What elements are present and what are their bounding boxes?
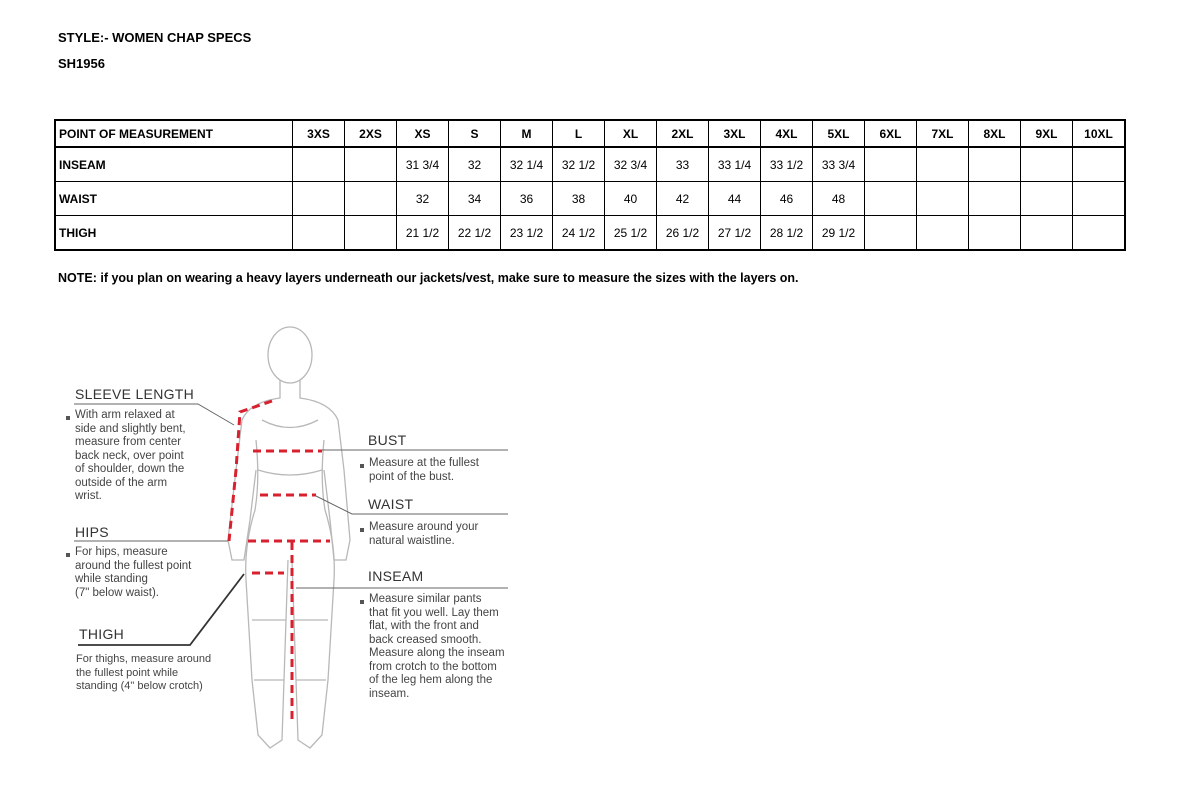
table-cell: 21 1/2: [396, 215, 449, 251]
bust-title: BUST: [368, 432, 407, 448]
table-cell: [968, 181, 1021, 216]
waist-title: WAIST: [368, 496, 414, 512]
table-cell: 27 1/2: [708, 215, 761, 251]
column-header: 8XL: [968, 119, 1021, 148]
style-title: STYLE:- WOMEN CHAP SPECS: [58, 30, 252, 45]
table-cell: 48: [812, 181, 865, 216]
table-cell: 32 1/4: [500, 146, 553, 182]
table-cell: [344, 215, 397, 251]
sleeve-length-line: [227, 399, 273, 542]
thigh-title: THIGH: [79, 626, 125, 642]
waist-desc: Measure around your natural waistline.: [369, 521, 479, 547]
table-cell: [344, 181, 397, 216]
inseam-title: INSEAM: [368, 568, 424, 584]
bullet-icon: [66, 416, 70, 420]
column-header: 9XL: [1020, 119, 1073, 148]
table-cell: [344, 146, 397, 182]
table-cell: [864, 181, 917, 216]
table-cell: 28 1/2: [760, 215, 813, 251]
hips-title: HIPS: [75, 524, 109, 540]
table-header-row: POINT OF MEASUREMENT 3XS 2XS XS S M L XL 2XL 3XL 4…: [54, 119, 1126, 148]
column-header: 7XL: [916, 119, 969, 148]
callout-leader-lines: [74, 403, 508, 646]
thigh-desc: For thighs, measure around the fullest p…: [76, 653, 212, 692]
layering-note: NOTE: if you plan on wearing a heavy lay…: [58, 271, 799, 285]
bust-desc: Measure at the fullest point of the bust…: [369, 457, 479, 483]
table-cell: [916, 146, 969, 182]
table-cell: 29 1/2: [812, 215, 865, 251]
table-cell: 31 3/4: [396, 146, 449, 182]
body-outline: [227, 326, 351, 749]
table-cell: 26 1/2: [656, 215, 709, 251]
table-cell: [1072, 215, 1126, 251]
table-cell: 33 1/2: [760, 146, 813, 182]
table-cell: [968, 146, 1021, 182]
inseam-desc: Measure similar pants that fit you well.…: [369, 593, 505, 700]
table-cell: [916, 181, 969, 216]
table-cell: 33 3/4: [812, 146, 865, 182]
column-header: 3XL: [708, 119, 761, 148]
table-cell: 32 1/2: [552, 146, 605, 182]
hips-desc: For hips, measure around the fullest poi…: [75, 546, 192, 599]
sleeve-length-desc: With arm relaxed at side and slightly be…: [75, 409, 186, 502]
bullet-icon: [360, 528, 364, 532]
column-header: 10XL: [1072, 119, 1126, 148]
bullet-icon: [360, 600, 364, 604]
bullet-icon: [66, 553, 70, 557]
table-cell: 23 1/2: [500, 215, 553, 251]
table-cell: [1020, 181, 1073, 216]
table-cell: [1072, 181, 1126, 216]
table-cell: 32: [448, 146, 501, 182]
table-cell: 24 1/2: [552, 215, 605, 251]
sleeve-length-title: SLEEVE LENGTH: [75, 386, 195, 402]
column-header: 6XL: [864, 119, 917, 148]
measurement-lines: [227, 399, 330, 720]
column-header: 5XL: [812, 119, 865, 148]
table-cell: INSEAM: [54, 146, 293, 182]
table-row: WAIST 32 34 36 38 40 42 44 46 48: [54, 181, 1126, 216]
table-cell: [292, 181, 345, 216]
column-header: POINT OF MEASUREMENT: [54, 119, 293, 148]
table-row: THIGH 21 1/2 22 1/2 23 1/2 24 1/2 25 1/2 26 1/…: [54, 215, 1126, 251]
table-cell: THIGH: [54, 215, 293, 251]
column-header: XL: [604, 119, 657, 148]
size-spec-table: POINT OF MEASUREMENT 3XS 2XS XS S M L XL 2XL 3XL 4…: [54, 119, 1126, 251]
table-cell: 38: [552, 181, 605, 216]
table-cell: 32: [396, 181, 449, 216]
bullet-icon: [360, 464, 364, 468]
table-cell: WAIST: [54, 181, 293, 216]
column-header: 3XS: [292, 119, 345, 148]
column-header: S: [448, 119, 501, 148]
table-cell: 42: [656, 181, 709, 216]
table-cell: [292, 215, 345, 251]
column-header: M: [500, 119, 553, 148]
column-header: XS: [396, 119, 449, 148]
style-code: SH1956: [58, 56, 105, 71]
table-cell: [864, 146, 917, 182]
column-header: 4XL: [760, 119, 813, 148]
table-cell: [1020, 215, 1073, 251]
table-cell: 34: [448, 181, 501, 216]
table-cell: [916, 215, 969, 251]
